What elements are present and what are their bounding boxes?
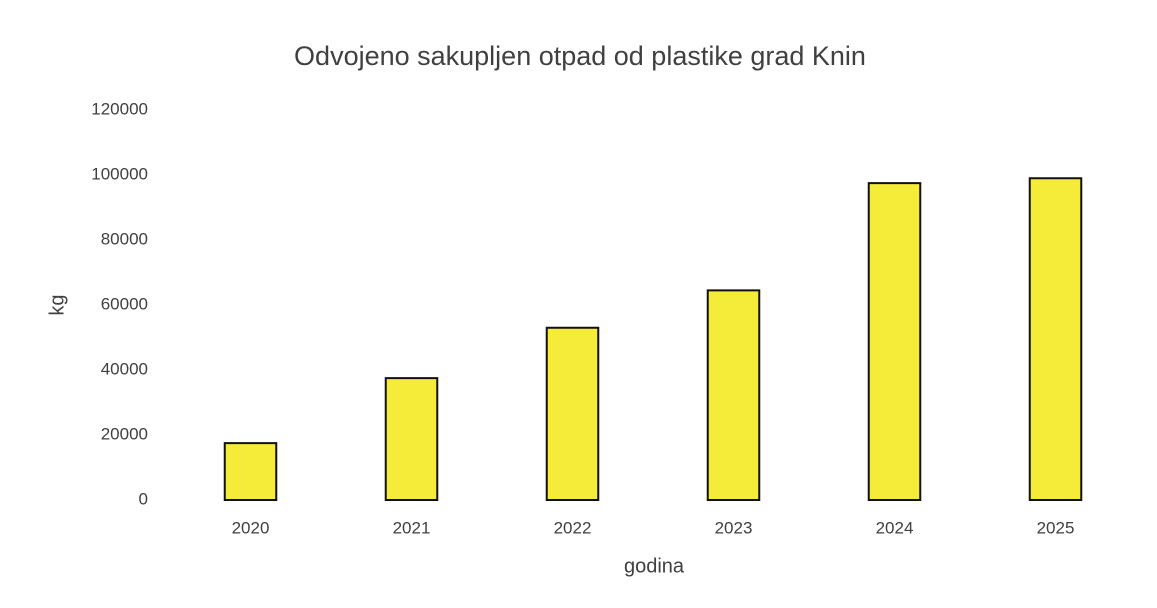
x-tick-label: 2022: [554, 518, 592, 537]
x-tick-label: 2025: [1037, 518, 1075, 537]
y-tick-label: 100000: [91, 164, 148, 183]
bar: [223, 442, 278, 501]
bar: [384, 377, 439, 501]
y-axis-label: kg: [46, 294, 68, 315]
x-tick-label: 2020: [232, 518, 270, 537]
x-tick-label: 2023: [715, 518, 753, 537]
bar: [545, 326, 600, 501]
bar: [706, 289, 761, 501]
x-tick-label: 2021: [393, 518, 431, 537]
x-axis-label: godina: [624, 555, 685, 577]
bar: [867, 182, 922, 501]
y-tick-label: 80000: [101, 229, 148, 248]
x-tick-label: 2024: [876, 518, 914, 537]
y-tick-label: 60000: [101, 294, 148, 313]
y-tick-label: 20000: [101, 424, 148, 443]
y-tick-label: 120000: [91, 99, 148, 118]
y-tick-label: 40000: [101, 359, 148, 378]
y-tick-label: 0: [139, 489, 148, 508]
chart-title: Odvojeno sakupljen otpad od plastike gra…: [294, 41, 866, 71]
bar: [1028, 177, 1083, 501]
